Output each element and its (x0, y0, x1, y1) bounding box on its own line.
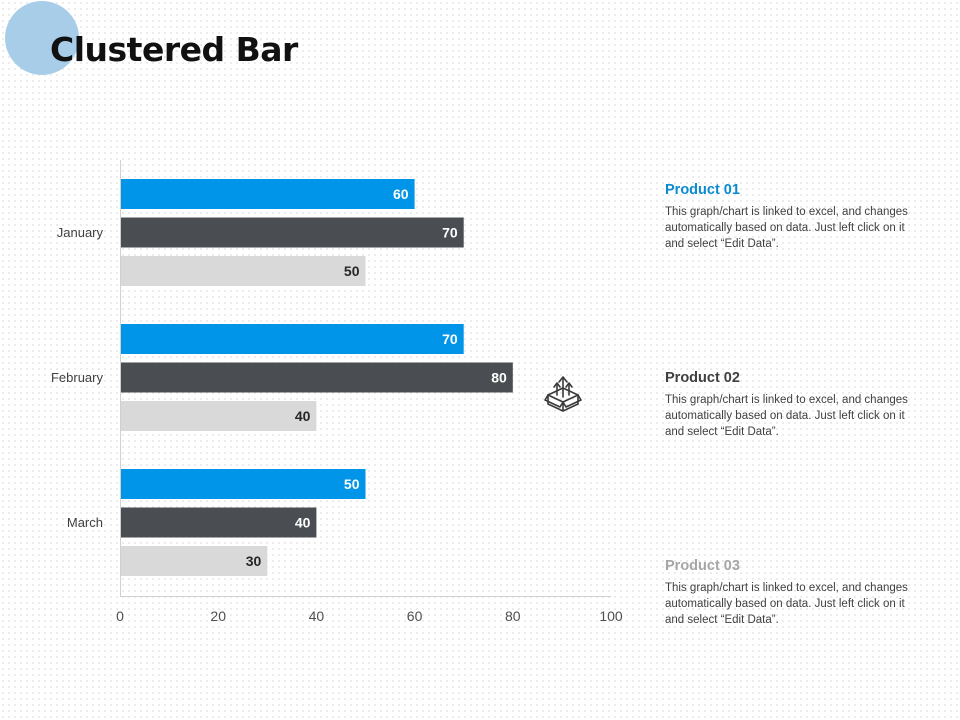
page-title: Clustered Bar (50, 30, 298, 69)
bar-january-series-3 (121, 256, 366, 286)
category-label: February (51, 370, 104, 385)
product-03-title: Product 03 (665, 558, 740, 574)
data-label: 70 (442, 331, 458, 347)
data-label: 60 (393, 186, 409, 202)
legend-item-product-03: Product 03 This graph/chart is linked to… (665, 557, 927, 628)
bar-march-series-1 (121, 469, 366, 499)
product-02-title: Product 02 (665, 370, 740, 386)
legend-item-product-02: Product 02 This graph/chart is linked to… (665, 369, 927, 440)
x-tick-label: 40 (309, 608, 325, 624)
bar-february-series-2 (121, 362, 513, 393)
data-label: 70 (442, 225, 458, 241)
bar-february-series-1 (121, 324, 464, 354)
data-label: 80 (491, 370, 507, 386)
x-tick-label: 20 (210, 608, 226, 624)
category-label: March (67, 515, 103, 530)
data-label: 40 (295, 515, 311, 531)
category-label: January (57, 225, 104, 240)
data-label: 40 (295, 408, 311, 424)
legend-item-product-01: Product 01 This graph/chart is linked to… (665, 181, 927, 252)
product-01-description: This graph/chart is linked to excel, and… (665, 206, 908, 250)
x-tick-label: 100 (599, 608, 623, 624)
data-label: 50 (344, 476, 360, 492)
x-tick-label: 80 (505, 608, 521, 624)
box-with-arrows-icon (544, 376, 582, 412)
bar-march-series-2 (121, 507, 317, 538)
data-label: 50 (344, 263, 360, 279)
bar-january-series-2 (121, 217, 464, 248)
product-02-description: This graph/chart is linked to excel, and… (665, 394, 908, 438)
bar-march-series-3 (121, 546, 268, 576)
circle-decoration (5, 1, 79, 75)
product-03-description: This graph/chart is linked to excel, and… (665, 582, 908, 626)
x-tick-label: 60 (407, 608, 423, 624)
data-label: 30 (246, 553, 262, 569)
product-01-title: Product 01 (665, 182, 740, 198)
bar-january-series-1 (121, 179, 415, 209)
bar-february-series-3 (121, 401, 317, 431)
clustered-bar-chart: 60 70 50 January 70 80 40 February 50 40 30 March 0 2… (51, 160, 623, 624)
x-tick-label: 0 (116, 608, 124, 624)
